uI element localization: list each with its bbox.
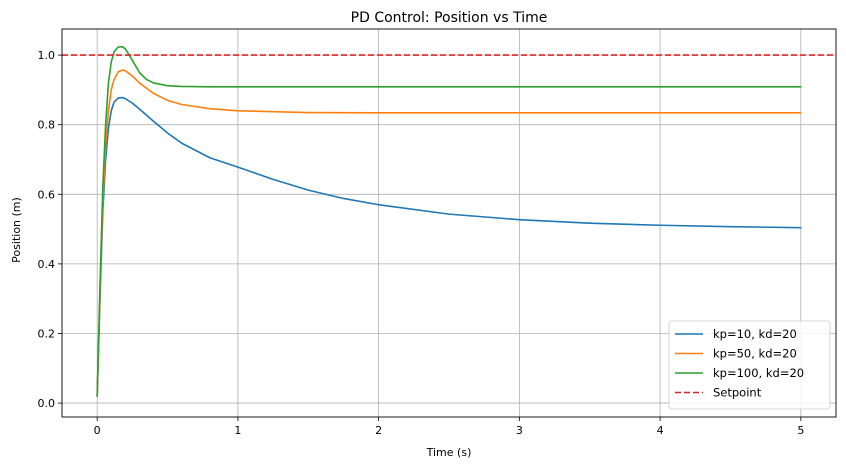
series-lines — [62, 45, 836, 397]
legend-label: kp=50, kd=20 — [713, 347, 797, 361]
y-tick-label: 1.0 — [38, 49, 56, 62]
y-tick-label: 0.6 — [38, 188, 56, 201]
series-line-2 — [96, 45, 802, 397]
legend-label: Setpoint — [713, 386, 762, 400]
series-line-0 — [96, 96, 802, 397]
y-tick-label: 0.4 — [38, 258, 56, 271]
y-tick-label: 0.2 — [38, 327, 56, 340]
chart-title: PD Control: Position vs Time — [351, 10, 548, 26]
y-tick-label: 0.0 — [38, 397, 56, 410]
plot-frame — [61, 28, 837, 418]
x-tick-label: 0 — [94, 424, 101, 437]
legend-box — [668, 320, 831, 410]
x-tick-label: 3 — [516, 424, 523, 437]
series-line-1 — [96, 69, 802, 397]
x-tick-label: 2 — [375, 424, 382, 437]
x-axis-label: Time (s) — [426, 446, 472, 459]
x-tick-label: 5 — [797, 424, 804, 437]
legend: kp=10, kd=20 kp=50, kd=20 kp=100, kd=20 Set… — [668, 320, 831, 410]
y-axis-label: Position (m) — [10, 197, 23, 263]
legend-label: kp=10, kd=20 — [713, 327, 797, 341]
x-tick-label: 1 — [234, 424, 241, 437]
x-tick-label: 4 — [657, 424, 664, 437]
legend-label: kp=100, kd=20 — [713, 366, 804, 380]
y-tick-label: 0.8 — [38, 119, 56, 132]
ticks: 0 1 2 3 4 5 0.0 0.2 0.4 0.6 0.8 1.0 — [38, 49, 805, 437]
